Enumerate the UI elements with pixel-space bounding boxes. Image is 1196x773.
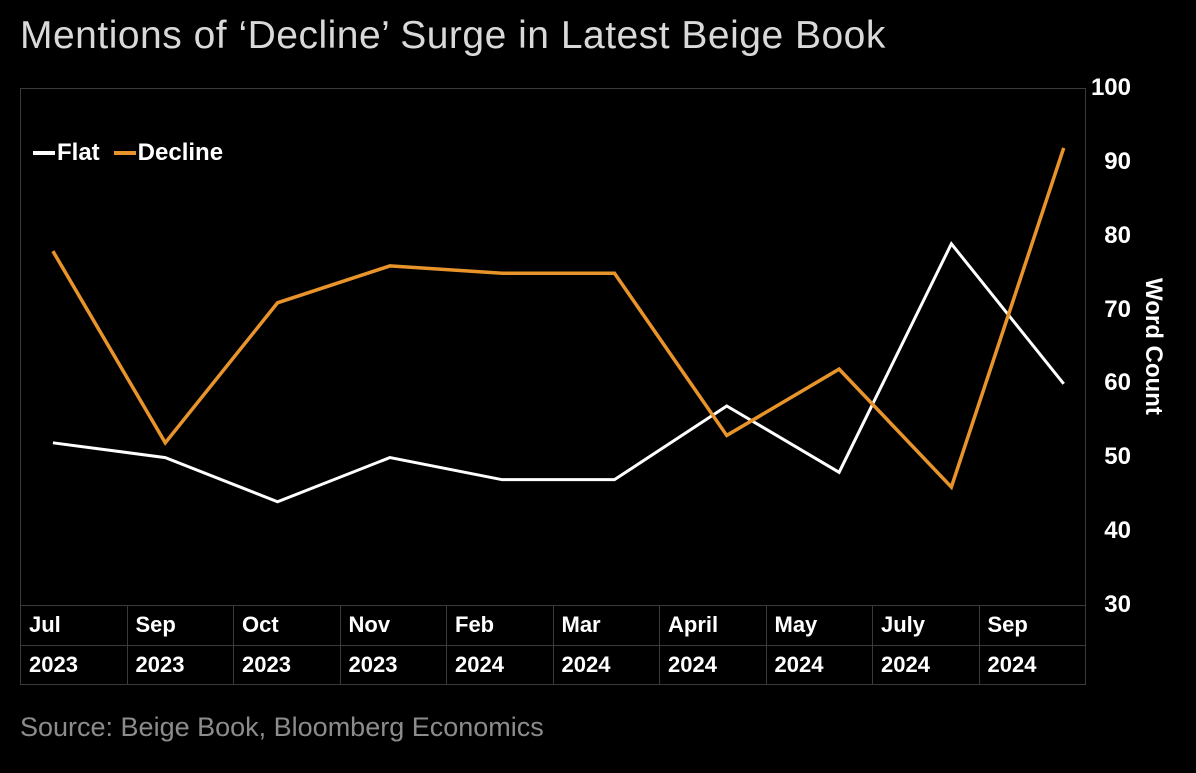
y-axis: 30405060708090100 xyxy=(1086,88,1131,605)
x-tick-year: 2023 xyxy=(128,646,234,685)
x-tick-cell: Mar2024 xyxy=(553,605,660,685)
series-line-flat xyxy=(53,244,1064,502)
y-tick: 30 xyxy=(1098,591,1131,619)
chart-area: Flat Decline 30405060708090100 Word Coun… xyxy=(20,82,1176,685)
x-tick-year: 2024 xyxy=(980,646,1086,685)
y-tick: 100 xyxy=(1085,74,1131,102)
source-text: Source: Beige Book, Bloomberg Economics xyxy=(20,712,544,743)
legend: Flat Decline xyxy=(33,139,223,167)
y-tick: 80 xyxy=(1098,222,1131,250)
legend-label-decline: Decline xyxy=(138,139,223,167)
chart-container: Mentions of ‘Decline’ Surge in Latest Be… xyxy=(0,0,1196,773)
x-tick-cell: Jul2023 xyxy=(20,605,127,685)
x-tick-year: 2024 xyxy=(554,646,660,685)
x-tick-year: 2023 xyxy=(341,646,447,685)
y-axis-label: Word Count xyxy=(1138,88,1168,605)
y-tick: 50 xyxy=(1098,443,1131,471)
legend-label-flat: Flat xyxy=(57,139,100,167)
x-tick-cell: Sep2023 xyxy=(127,605,234,685)
x-tick-month: Sep xyxy=(128,606,234,646)
x-tick-cell: April2024 xyxy=(659,605,766,685)
x-tick-month: Sep xyxy=(980,606,1086,646)
x-tick-year: 2024 xyxy=(873,646,979,685)
x-tick-month: Mar xyxy=(554,606,660,646)
x-tick-month: May xyxy=(767,606,873,646)
x-tick-cell: July2024 xyxy=(872,605,979,685)
y-tick: 90 xyxy=(1098,148,1131,176)
x-tick-month: Nov xyxy=(341,606,447,646)
chart-title: Mentions of ‘Decline’ Surge in Latest Be… xyxy=(0,0,1196,68)
x-tick-year: 2024 xyxy=(660,646,766,685)
y-tick: 40 xyxy=(1098,517,1131,545)
legend-item-decline: Decline xyxy=(114,139,223,167)
y-tick: 60 xyxy=(1098,369,1131,397)
legend-item-flat: Flat xyxy=(33,139,100,167)
x-tick-year: 2024 xyxy=(447,646,553,685)
plot-area: Flat Decline xyxy=(20,88,1086,605)
x-axis: Jul2023Sep2023Oct2023Nov2023Feb2024Mar20… xyxy=(20,605,1086,685)
x-tick-year: 2024 xyxy=(767,646,873,685)
y-tick: 70 xyxy=(1098,296,1131,324)
series-line-decline xyxy=(53,148,1064,487)
x-tick-month: Feb xyxy=(447,606,553,646)
x-tick-cell: Nov2023 xyxy=(340,605,447,685)
x-tick-month: April xyxy=(660,606,766,646)
legend-swatch-decline xyxy=(114,151,136,155)
x-tick-month: July xyxy=(873,606,979,646)
x-tick-cell: Oct2023 xyxy=(233,605,340,685)
x-tick-month: Jul xyxy=(21,606,127,646)
x-tick-cell: Feb2024 xyxy=(446,605,553,685)
x-tick-month: Oct xyxy=(234,606,340,646)
x-tick-cell: May2024 xyxy=(766,605,873,685)
x-tick-year: 2023 xyxy=(21,646,127,685)
x-tick-cell: Sep2024 xyxy=(979,605,1087,685)
x-tick-year: 2023 xyxy=(234,646,340,685)
legend-swatch-flat xyxy=(33,151,55,155)
